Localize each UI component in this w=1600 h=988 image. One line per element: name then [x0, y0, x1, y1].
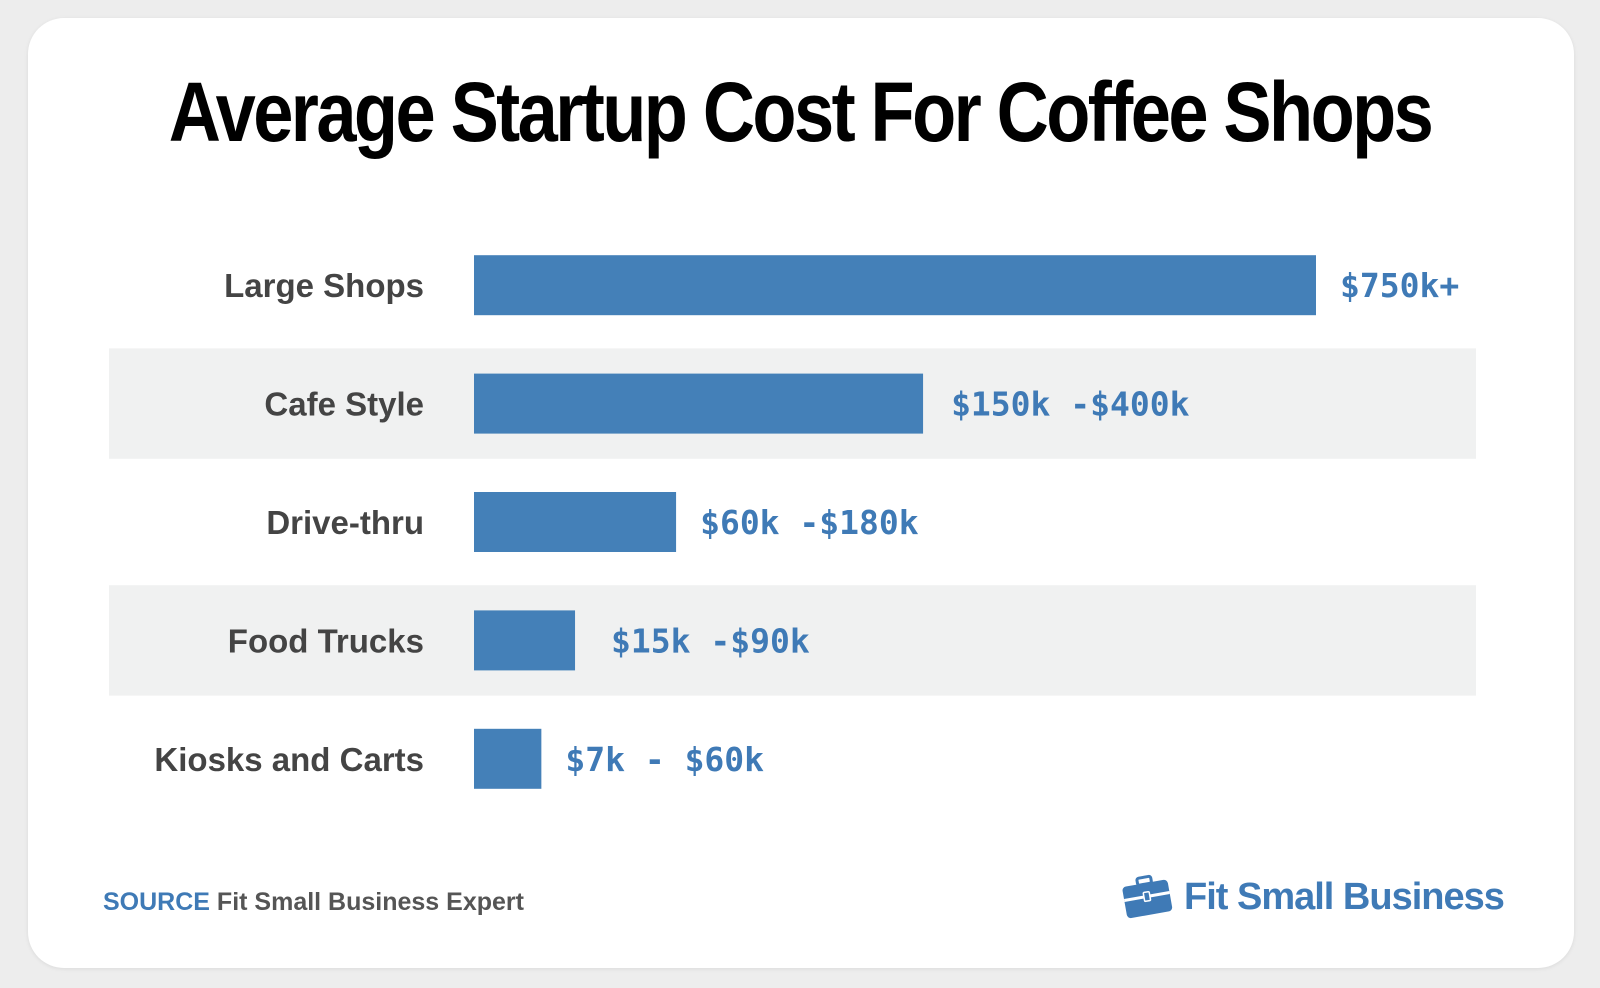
category-label: Drive-thru: [266, 504, 424, 541]
data-label: $15k -$90k: [611, 621, 810, 660]
category-label: Large Shops: [224, 267, 424, 304]
bar: [474, 255, 1316, 316]
chart-title: Average Startup Cost For Coffee Shops: [168, 65, 1434, 159]
brand-logo: Fit Small Business: [1120, 872, 1505, 922]
chart-card: [28, 18, 1574, 968]
briefcase-icon: [1122, 874, 1173, 919]
row-stripe: [109, 585, 1476, 696]
category-label: Food Trucks: [228, 622, 424, 659]
data-label: $60k -$180k: [700, 503, 919, 542]
source-key: SOURCE: [103, 888, 210, 916]
bar: [474, 610, 576, 671]
bar: [474, 373, 924, 434]
source-text: Fit Small Business Expert: [216, 888, 524, 916]
data-label: $750k+: [1340, 266, 1459, 305]
brand-name: Fit Small Business: [1184, 875, 1505, 918]
category-label: Kiosks and Carts: [154, 741, 424, 778]
category-label: Cafe Style: [264, 386, 424, 423]
bar: [474, 728, 542, 789]
source-note: SOURCE Fit Small Business Expert: [103, 888, 524, 917]
data-label: $7k - $60k: [565, 740, 764, 779]
data-label: $150k -$400k: [951, 385, 1190, 424]
bar: [474, 492, 677, 552]
